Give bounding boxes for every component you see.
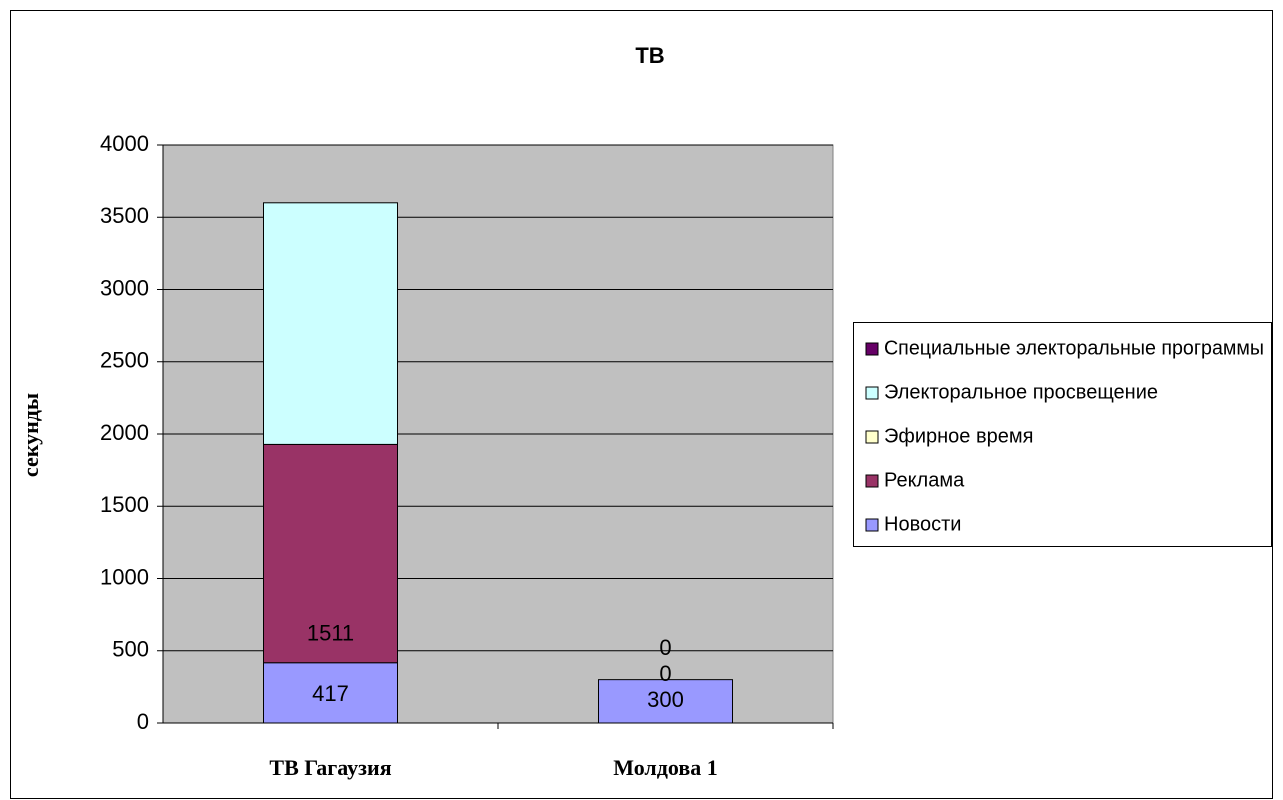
legend-box: [853, 322, 1272, 547]
data-label: 0: [659, 661, 671, 686]
y-tick-label: 3500: [100, 203, 149, 228]
y-tick-label: 2500: [100, 348, 149, 373]
data-label: 417: [312, 681, 349, 706]
legend-swatch: [865, 474, 879, 488]
legend-swatch: [865, 518, 879, 532]
y-tick-label: 4000: [100, 131, 149, 156]
bar-segment: [263, 202, 398, 445]
legend-label: Эфирное время: [884, 425, 1033, 447]
y-tick-label: 0: [137, 709, 149, 734]
legend-label: Новости: [884, 513, 961, 535]
x-tick-label: ТВ Гагаузия: [269, 755, 391, 780]
y-tick-label: 1500: [100, 492, 149, 517]
data-label: 300: [647, 687, 684, 712]
y-tick-label: 1000: [100, 564, 149, 589]
y-axis-label: секунды: [18, 393, 43, 477]
y-tick-label: 3000: [100, 275, 149, 300]
legend-label: Специальные электоральные программы: [884, 337, 1264, 359]
x-tick-label: Молдова 1: [613, 755, 718, 780]
chart-title: ТВ: [635, 43, 664, 68]
y-tick-label: 500: [112, 637, 149, 662]
legend-swatch: [865, 386, 879, 400]
data-label: 0: [659, 635, 671, 660]
bar-segment: [598, 679, 733, 724]
legend-swatch: [865, 342, 879, 356]
legend-label: Реклама: [884, 469, 965, 491]
data-label: 1511: [307, 621, 354, 646]
legend-swatch: [865, 430, 879, 444]
y-tick-label: 2000: [100, 420, 149, 445]
legend-label: Электоральное просвещение: [884, 381, 1158, 403]
